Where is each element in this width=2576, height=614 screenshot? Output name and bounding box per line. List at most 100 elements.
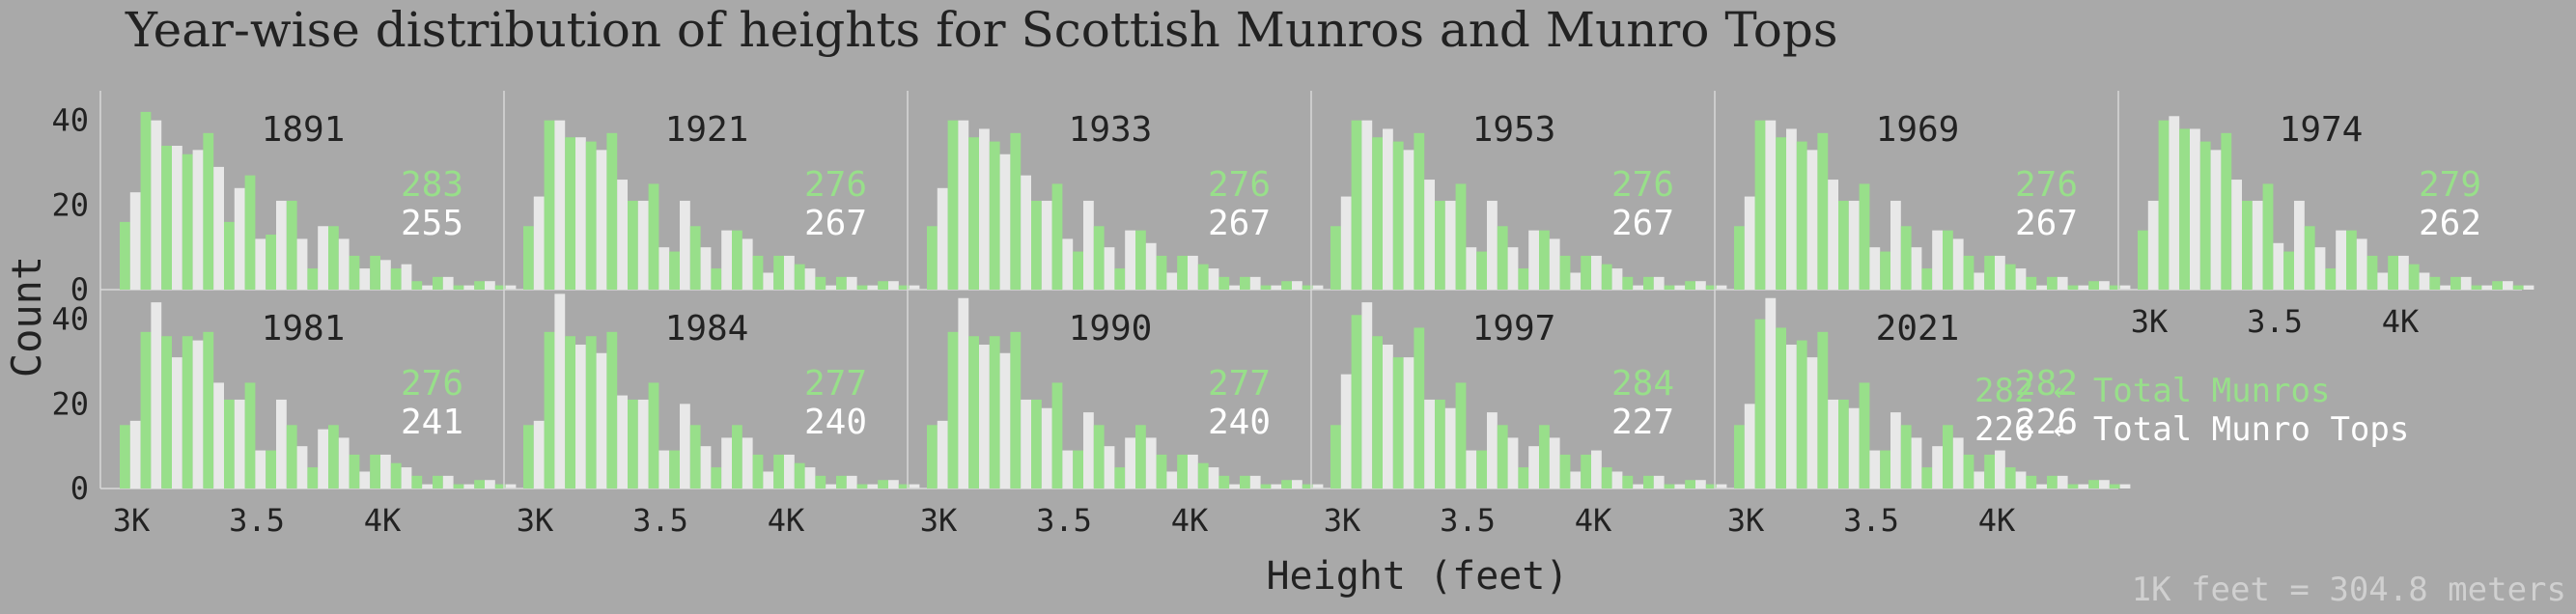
bar-tops-1997-6 <box>1466 450 1477 488</box>
x-tick-label: 3.5 <box>1440 502 1496 539</box>
bar-munros-1921-16 <box>856 285 868 290</box>
bar-munros-1969-8 <box>1900 226 1912 290</box>
bar-munros-2021-9 <box>1921 467 1933 488</box>
bar-munros-1953-0 <box>1330 226 1341 290</box>
bar-munros-1969-12 <box>1984 255 1995 290</box>
bar-munros-1921-9 <box>711 268 722 290</box>
bar-tops-1921-2 <box>575 137 586 290</box>
bar-tops-1974-4 <box>2231 180 2242 290</box>
bar-munros-1921-13 <box>794 264 805 290</box>
bar-tops-1921-11 <box>763 272 774 290</box>
bar-tops-2021-2 <box>1786 344 1797 488</box>
bar-tops-1953-2 <box>1383 128 1393 290</box>
bar-tops-1984-13 <box>804 467 816 488</box>
bar-tops-1921-16 <box>867 285 879 290</box>
bar-munros-1984-16 <box>856 484 868 488</box>
total-munros-label: 283 <box>401 165 463 205</box>
bar-munros-1984-13 <box>794 462 805 488</box>
bar-munros-1984-7 <box>669 450 680 488</box>
bar-munros-1981-11 <box>349 454 360 488</box>
bar-munros-2021-15 <box>2047 475 2058 488</box>
bar-munros-1933-6 <box>1051 183 1063 290</box>
bar-munros-1997-18 <box>1705 484 1717 488</box>
bar-munros-1990-4 <box>1010 331 1022 488</box>
bar-tops-1933-0 <box>937 187 948 290</box>
bar-tops-1997-4 <box>1424 399 1435 488</box>
bar-munros-1921-0 <box>523 226 534 290</box>
bar-munros-1921-14 <box>815 276 826 290</box>
bar-munros-1981-8 <box>286 425 297 488</box>
bar-tops-1981-13 <box>401 467 412 488</box>
panel-year-label: 1997 <box>1472 309 1556 349</box>
bar-tops-1891-15 <box>442 276 454 290</box>
bar-tops-1981-16 <box>463 484 475 488</box>
bar-tops-1984-11 <box>763 471 774 488</box>
bar-tops-1969-8 <box>1911 247 1922 290</box>
bar-tops-1974-3 <box>2210 150 2222 290</box>
x-tick-label: 3K <box>1324 502 1361 539</box>
bar-tops-1990-8 <box>1104 446 1115 488</box>
bar-tops-1953-5 <box>1444 200 1456 290</box>
bar-munros-1891-1 <box>140 111 152 291</box>
total-tops-label: 267 <box>1611 204 1674 243</box>
bar-tops-1984-0 <box>533 420 545 488</box>
bar-tops-1990-5 <box>1041 407 1052 488</box>
bar-munros-1984-18 <box>898 484 910 488</box>
bar-tops-1997-16 <box>1674 484 1686 488</box>
bar-tops-1984-4 <box>617 395 628 488</box>
bar-tops-1891-16 <box>463 285 475 290</box>
bar-tops-2021-10 <box>1952 437 1964 488</box>
bar-tops-1974-12 <box>2398 255 2409 290</box>
bar-munros-1969-14 <box>2026 276 2037 290</box>
panel-year-label: 2021 <box>1876 309 1960 349</box>
total-tops-label: 255 <box>401 204 463 243</box>
bar-tops-1997-7 <box>1487 412 1498 488</box>
bar-tops-1953-17 <box>1695 281 1706 290</box>
bar-munros-1990-8 <box>1093 425 1105 488</box>
bar-munros-1997-7 <box>1476 450 1487 488</box>
bar-tops-1997-11 <box>1570 471 1582 488</box>
bar-tops-1891-2 <box>172 145 182 290</box>
x-tick-label: 4K <box>2382 303 2420 340</box>
bar-munros-1969-1 <box>1754 120 1766 291</box>
total-tops-label: 262 <box>2419 204 2481 243</box>
bar-tops-1984-9 <box>721 437 732 488</box>
bar-munros-1984-10 <box>732 425 742 488</box>
bar-munros-1997-5 <box>1435 399 1445 488</box>
bar-munros-1990-5 <box>1031 399 1042 488</box>
bar-tops-1921-1 <box>554 120 566 291</box>
bar-tops-1974-13 <box>2419 272 2430 290</box>
bar-tops-1981-18 <box>505 484 517 488</box>
bar-munros-2021-0 <box>1734 425 1745 488</box>
bar-munros-1953-8 <box>1497 226 1508 290</box>
legend-tops: 226 ← Total Munro Tops <box>1974 410 2409 449</box>
bar-munros-1921-4 <box>606 132 618 290</box>
bar-munros-1921-6 <box>648 183 659 290</box>
panel-year-label: 1984 <box>665 309 749 349</box>
bar-munros-2021-18 <box>2109 484 2120 488</box>
bar-munros-1990-10 <box>1135 425 1146 488</box>
bar-munros-1997-11 <box>1559 454 1571 488</box>
bar-tops-1921-14 <box>826 285 836 290</box>
bar-munros-1891-16 <box>453 285 464 290</box>
panel-year-label: 1974 <box>2280 110 2364 150</box>
bar-munros-1997-6 <box>1455 382 1467 488</box>
bar-tops-1981-17 <box>485 480 495 488</box>
bar-tops-1921-5 <box>637 200 649 290</box>
bar-munros-1891-10 <box>328 226 339 290</box>
bar-munros-1891-14 <box>411 281 423 290</box>
bar-tops-1990-0 <box>937 420 948 488</box>
bar-munros-1921-10 <box>732 230 742 290</box>
panel-year-label: 1981 <box>262 309 346 349</box>
bar-munros-1997-9 <box>1518 467 1529 488</box>
bar-munros-1891-8 <box>286 200 297 290</box>
bar-munros-1974-9 <box>2325 268 2337 290</box>
bar-tops-2021-0 <box>1744 404 1755 488</box>
bar-munros-1997-8 <box>1497 425 1508 488</box>
bar-munros-1974-17 <box>2492 281 2503 290</box>
x-tick-label: 3.5 <box>1036 502 1092 539</box>
bar-tops-1984-2 <box>575 344 586 488</box>
